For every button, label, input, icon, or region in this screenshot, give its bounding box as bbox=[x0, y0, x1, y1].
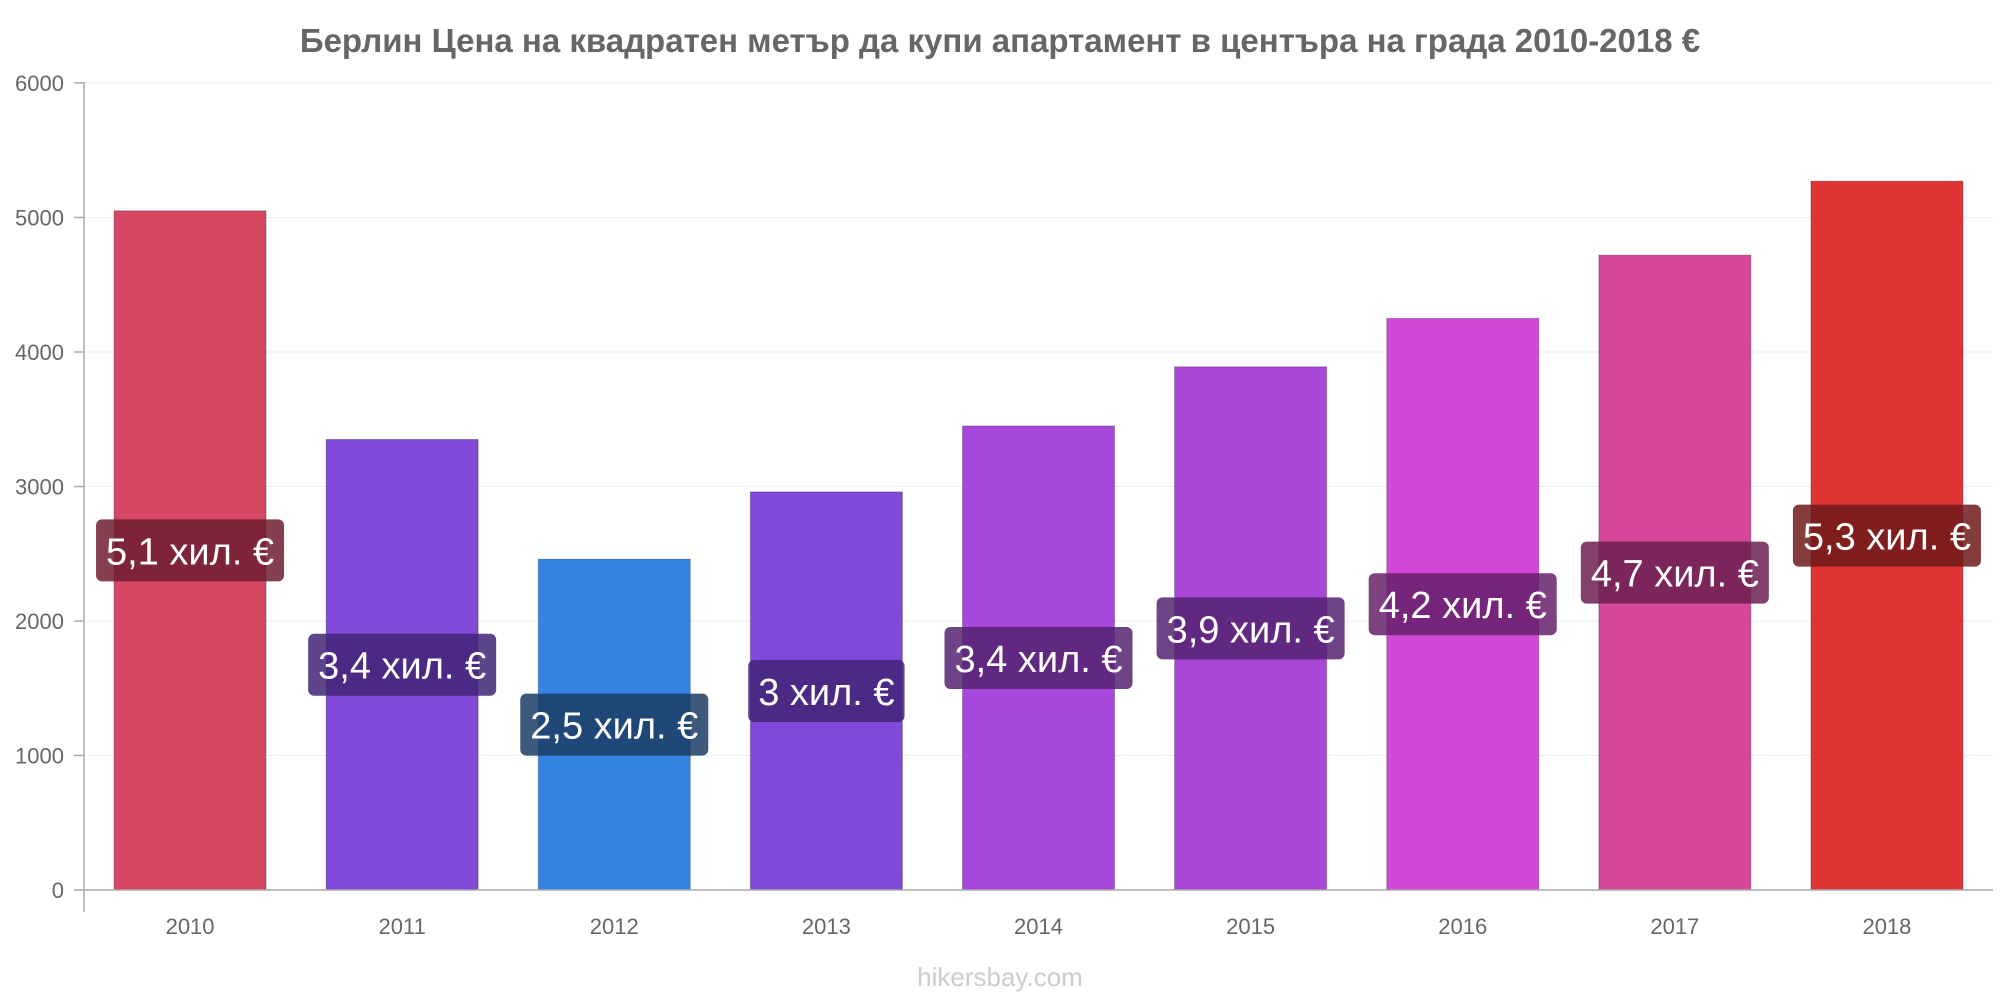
data-label-text: 4,2 хил. € bbox=[1379, 585, 1547, 627]
data-label-box bbox=[1156, 597, 1345, 660]
data-label: 3,9 хил. € bbox=[1156, 597, 1345, 660]
data-label-text: 4,7 хил. € bbox=[1591, 554, 1759, 596]
data-label-box bbox=[308, 633, 497, 696]
data-label-text: 3,9 хил. € bbox=[1167, 609, 1335, 651]
data-label: 5,3 хил. € bbox=[1792, 504, 1981, 567]
data-label-box bbox=[1792, 504, 1981, 567]
data-label: 4,2 хил. € bbox=[1368, 573, 1557, 636]
bars bbox=[113, 180, 1964, 891]
data-label-text: 3,4 хил. € bbox=[954, 639, 1122, 681]
data-label-box bbox=[520, 693, 709, 756]
y-tick-label: 0 bbox=[52, 878, 64, 903]
y-tick-label: 6000 bbox=[15, 71, 64, 96]
x-tick-label: 2018 bbox=[1862, 914, 1911, 939]
x-tick-label: 2015 bbox=[1226, 914, 1275, 939]
data-label-text: 5,1 хил. € bbox=[106, 531, 274, 573]
data-label: 5,1 хил. € bbox=[96, 519, 285, 582]
x-tick-label: 2014 bbox=[1014, 914, 1063, 939]
data-label-box bbox=[944, 626, 1133, 689]
data-labels: 5,1 хил. € 3,4 хил. € 2,5 хил. € 3 хил. € 3,… bbox=[96, 504, 1981, 756]
data-label-box bbox=[96, 519, 285, 582]
data-label-text: 3,4 хил. € bbox=[318, 646, 486, 688]
y-tick-label: 2000 bbox=[15, 609, 64, 634]
data-label-box bbox=[1368, 573, 1557, 636]
x-tick-label: 2012 bbox=[590, 914, 639, 939]
x-tick-label: 2013 bbox=[802, 914, 851, 939]
data-label: 3,4 хил. € bbox=[944, 626, 1133, 689]
y-tick-label: 4000 bbox=[15, 340, 64, 365]
data-label-text: 3 хил. € bbox=[758, 672, 894, 714]
x-tick-label: 2016 bbox=[1438, 914, 1487, 939]
x-tick-label: 2017 bbox=[1650, 914, 1699, 939]
y-tick-label: 3000 bbox=[15, 475, 64, 500]
x-tick-label: 2011 bbox=[379, 914, 426, 939]
x-axis-ticks: 2010 2011 2012 2013 2014 2015 2016 2017 2018 bbox=[166, 914, 1912, 939]
data-label: 4,7 хил. € bbox=[1580, 541, 1769, 604]
y-tick-label: 1000 bbox=[15, 744, 64, 769]
x-tick-label: 2010 bbox=[166, 914, 215, 939]
data-label-text: 5,3 хил. € bbox=[1803, 517, 1971, 559]
data-label: 3,4 хил. € bbox=[308, 633, 497, 696]
y-axis-ticks: 0 1000 2000 3000 4000 5000 6000 bbox=[15, 71, 84, 903]
data-label-box bbox=[1580, 541, 1769, 604]
footer-source: hikersbay.com bbox=[917, 962, 1083, 992]
data-label: 3 хил. € bbox=[748, 659, 905, 722]
data-label-box bbox=[748, 659, 905, 722]
y-tick-label: 5000 bbox=[15, 206, 64, 231]
data-label-text: 2,5 хил. € bbox=[530, 706, 698, 748]
chart-title: Берлин Цена на квадратен метър да купи а… bbox=[300, 22, 1700, 59]
data-label: 2,5 хил. € bbox=[520, 693, 709, 756]
